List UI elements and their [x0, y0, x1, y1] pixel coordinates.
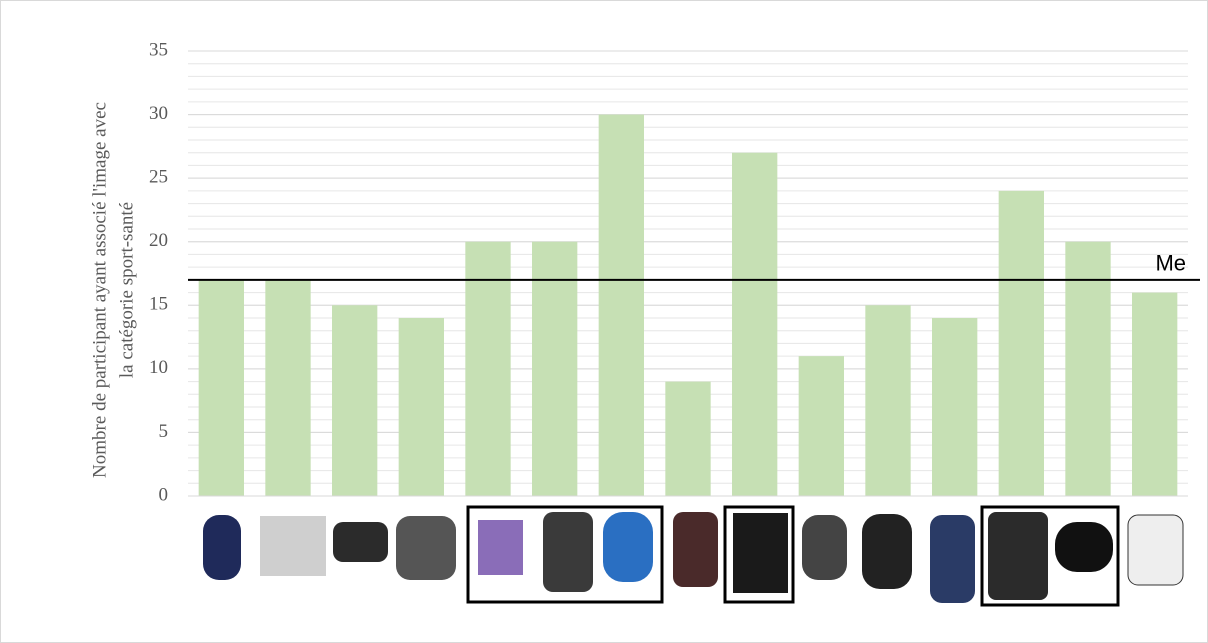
y-tick-label: 35 [149, 39, 168, 60]
bar [865, 305, 911, 496]
image-mouthguards [478, 520, 523, 575]
image-shoulder-pads [333, 522, 388, 562]
median-label: Me [1155, 251, 1186, 276]
image-face-guard [396, 516, 456, 580]
y-tick-label: 25 [149, 167, 168, 188]
bar [665, 381, 711, 496]
equipment-images [203, 512, 1184, 603]
bar [732, 152, 778, 496]
y-axis-title: la catégorie sport-santé [116, 202, 137, 378]
image-cup [1127, 514, 1184, 586]
image-back-protector [988, 512, 1048, 600]
bar [1132, 292, 1178, 496]
group-box [466, 505, 664, 604]
bar [265, 279, 311, 496]
group-box [980, 505, 1120, 607]
y-tick-label: 0 [159, 484, 169, 505]
image-boxing-helmet [802, 515, 847, 580]
bar [198, 279, 244, 496]
y-tick-label: 5 [159, 421, 169, 442]
bar [998, 190, 1044, 496]
bar [532, 241, 578, 496]
bar [598, 114, 644, 497]
y-tick-label: 30 [149, 103, 168, 124]
bar [465, 241, 511, 496]
image-shorts [733, 513, 788, 593]
bar [332, 305, 378, 496]
image-riding-helmet [1055, 522, 1113, 572]
image-cap [603, 512, 653, 582]
image-knee-brace [543, 512, 593, 592]
group-box [723, 505, 795, 604]
group-boxes [466, 505, 1120, 607]
y-tick-label: 15 [149, 294, 168, 315]
image-helmet [203, 515, 241, 580]
bar [1065, 241, 1111, 496]
bar [798, 356, 844, 496]
y-tick-label: 20 [149, 230, 168, 251]
image-ankle-brace [673, 512, 718, 587]
bar [398, 318, 444, 496]
image-sleeve [930, 515, 975, 603]
y-tick-label: 10 [149, 357, 168, 378]
image-socks [260, 516, 326, 576]
y-axis-title: Nombre de participant ayant associé l'im… [89, 102, 110, 478]
image-hockey-helmet [862, 514, 912, 589]
bar [932, 318, 978, 496]
